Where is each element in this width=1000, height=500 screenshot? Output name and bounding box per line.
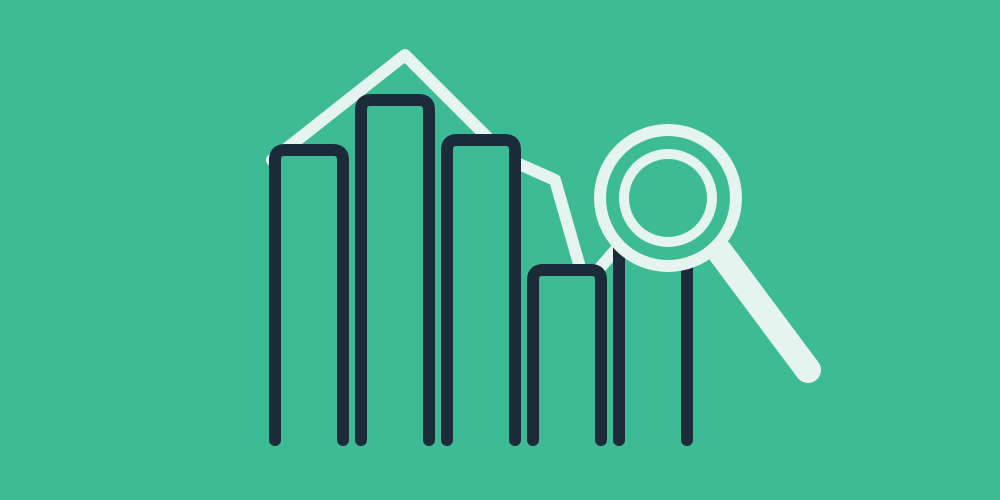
bar bbox=[361, 100, 429, 440]
bar bbox=[275, 150, 343, 440]
bar bbox=[533, 270, 601, 440]
analytics-infographic bbox=[0, 0, 1000, 500]
bar bbox=[447, 140, 515, 440]
magnifier-handle bbox=[720, 252, 808, 370]
